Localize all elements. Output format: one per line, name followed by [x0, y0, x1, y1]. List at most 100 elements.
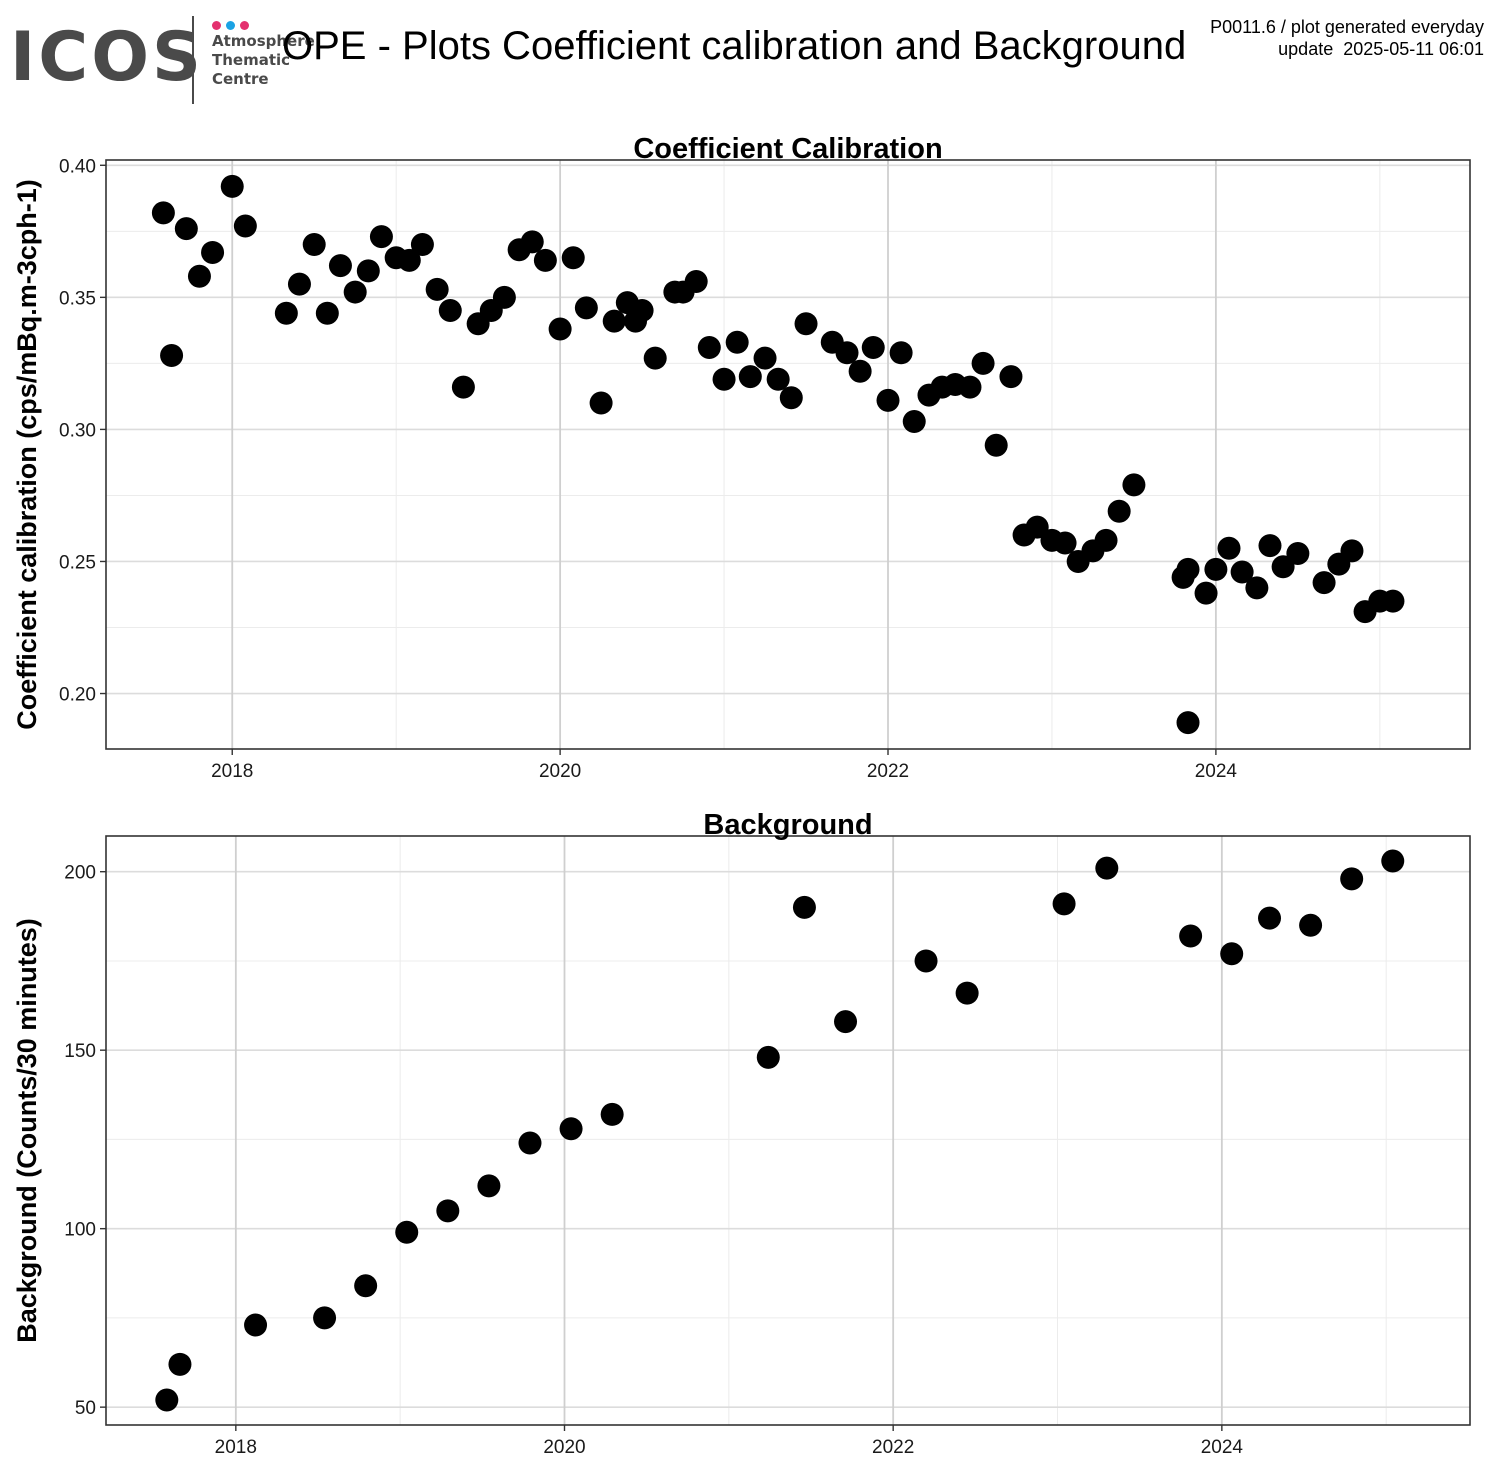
data-point [397, 248, 421, 272]
data-point [1053, 531, 1077, 555]
chart-title: Coefficient Calibration [633, 133, 942, 165]
background-chart: 50 100 150 200 2018 2020 2022 2024 Background Bac… [12, 809, 1471, 1458]
data-point [302, 233, 326, 257]
data-point [477, 1174, 501, 1198]
data-point [518, 1131, 542, 1155]
data-point [1179, 924, 1203, 948]
data-point [600, 1102, 624, 1126]
data-point [958, 375, 982, 399]
data-point [955, 981, 979, 1005]
data-point [697, 336, 721, 360]
data-point [1122, 473, 1146, 497]
data-point [160, 343, 184, 367]
data-point [354, 1274, 378, 1298]
coefficient-calibration-chart: 0.20 0.25 0.30 0.35 0.40 2018 2020 2022 2024 Coef… [12, 133, 1471, 782]
data-point [343, 280, 367, 304]
data-point [834, 1010, 858, 1034]
data-point [914, 949, 938, 973]
x-tick-label: 2020 [539, 761, 581, 782]
y-tick-label: 0.30 [59, 420, 96, 441]
data-point [999, 365, 1023, 389]
data-point [835, 341, 859, 365]
chart-title: Background [703, 809, 872, 841]
data-point [738, 365, 762, 389]
logo-dot [226, 21, 235, 30]
plot-panel [105, 159, 1471, 750]
data-point [1095, 856, 1119, 880]
data-point [315, 301, 339, 325]
data-point [643, 346, 667, 370]
data-point [436, 1199, 460, 1223]
data-point [779, 386, 803, 410]
page-title: OPE - Plots Coefficient calibration and … [282, 24, 1187, 68]
data-point [602, 309, 626, 333]
logo-line: Centre [212, 70, 269, 88]
data-point [1176, 557, 1200, 581]
data-point [589, 391, 613, 415]
data-point [151, 201, 175, 225]
data-point [792, 895, 816, 919]
y-tick-label: 0.40 [59, 156, 96, 177]
logo-line: Thematic [212, 51, 291, 69]
data-point [889, 341, 913, 365]
x-tick-label: 2018 [215, 1437, 257, 1458]
x-tick-label: 2022 [872, 1437, 914, 1458]
data-point [410, 233, 434, 257]
data-point [1286, 542, 1310, 566]
data-point [201, 240, 225, 264]
data-point [274, 301, 298, 325]
data-point [220, 174, 244, 198]
plot-panel [105, 835, 1471, 1426]
logo-wordmark: ICOS [10, 18, 204, 97]
data-point [1271, 555, 1295, 579]
plot-id-text: P0011.6 / plot generated everyday [1210, 17, 1484, 37]
data-point [313, 1306, 337, 1330]
data-point [187, 264, 211, 288]
logo-divider [192, 16, 194, 104]
data-point [287, 272, 311, 296]
logo-dots [212, 17, 254, 30]
data-point [492, 285, 516, 309]
data-point [1381, 849, 1405, 873]
data-point [1312, 571, 1336, 595]
y-tick-label: 0.35 [59, 288, 96, 309]
update-info: P0011.6 / plot generated everyday update… [1210, 16, 1484, 60]
data-point [533, 248, 557, 272]
x-tick-label: 2022 [867, 761, 909, 782]
data-point [756, 1045, 780, 1069]
data-point [630, 299, 654, 323]
x-tick-label: 2024 [1201, 1437, 1244, 1458]
data-point [155, 1388, 179, 1412]
update-timestamp: update 2025-05-11 06:01 [1278, 39, 1484, 59]
data-point [725, 330, 749, 354]
logo-dot [212, 21, 221, 30]
data-point [684, 269, 708, 293]
data-point [233, 214, 257, 238]
y-axis-label: Background (Counts/30 minutes) [12, 918, 42, 1343]
x-tick-label: 2024 [1195, 761, 1238, 782]
data-point [1230, 560, 1254, 584]
y-tick-label: 200 [64, 863, 96, 884]
data-point [1194, 581, 1218, 605]
data-point [1299, 913, 1323, 937]
data-point [438, 299, 462, 323]
x-tick-label: 2018 [211, 761, 253, 782]
x-tick-label: 2020 [543, 1437, 585, 1458]
data-point [753, 346, 777, 370]
data-point [328, 254, 352, 278]
y-tick-label: 50 [75, 1398, 96, 1419]
y-axis-label: Coefficient calibration (cps/mBq.m-3cph-… [12, 179, 42, 730]
data-point [984, 433, 1008, 457]
data-point [971, 351, 995, 375]
data-point [712, 367, 736, 391]
data-point [1340, 539, 1364, 563]
data-point [1220, 942, 1244, 966]
y-tick-label: 0.25 [59, 552, 96, 573]
data-point [902, 409, 926, 433]
data-point [794, 312, 818, 336]
data-point [561, 246, 585, 270]
y-tick-label: 0.20 [59, 685, 96, 706]
data-point [174, 217, 198, 241]
data-point [1052, 892, 1076, 916]
data-point [1217, 536, 1241, 560]
